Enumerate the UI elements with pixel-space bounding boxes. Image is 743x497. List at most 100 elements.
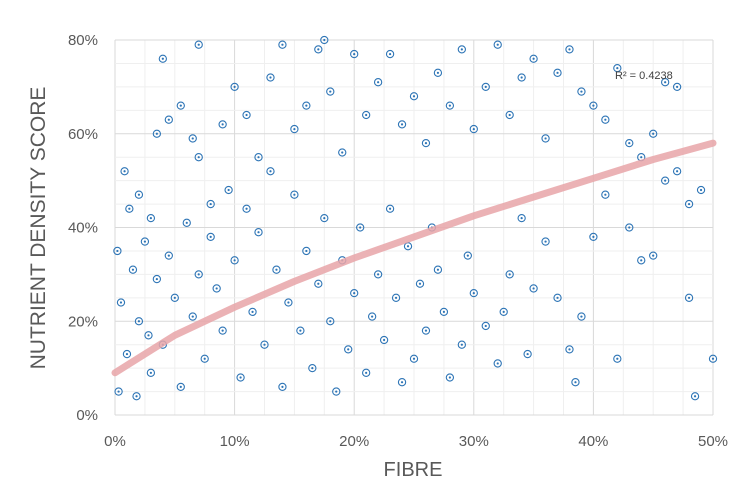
data-point bbox=[379, 335, 389, 345]
data-point bbox=[134, 190, 144, 199]
data-point bbox=[529, 284, 538, 293]
data-point bbox=[625, 138, 634, 148]
data-point bbox=[302, 246, 311, 256]
data-point bbox=[661, 176, 670, 185]
data-point bbox=[613, 354, 622, 363]
y-tick-label: 20% bbox=[68, 313, 98, 330]
data-point bbox=[565, 45, 574, 54]
data-point bbox=[140, 237, 150, 246]
data-point bbox=[565, 345, 574, 354]
data-point bbox=[188, 312, 197, 321]
x-tick-label: 20% bbox=[339, 433, 369, 450]
data-point bbox=[684, 199, 694, 209]
data-point bbox=[254, 153, 263, 162]
data-point bbox=[266, 167, 275, 176]
data-point bbox=[194, 153, 203, 162]
data-point bbox=[206, 199, 215, 209]
data-point bbox=[672, 167, 682, 176]
data-point bbox=[362, 368, 371, 377]
data-point bbox=[517, 73, 526, 82]
data-point bbox=[164, 251, 173, 260]
data-point bbox=[125, 204, 134, 213]
data-point bbox=[218, 326, 227, 335]
data-point bbox=[278, 40, 287, 49]
data-point bbox=[176, 101, 185, 110]
data-point bbox=[403, 242, 413, 251]
data-point bbox=[601, 190, 610, 199]
data-point bbox=[194, 270, 203, 279]
data-point bbox=[421, 326, 431, 335]
data-point bbox=[523, 349, 532, 359]
data-point bbox=[397, 378, 407, 387]
data-point bbox=[457, 45, 466, 54]
data-point bbox=[613, 63, 622, 73]
data-point bbox=[320, 213, 329, 223]
data-point bbox=[649, 129, 658, 138]
data-point bbox=[200, 354, 209, 363]
x-tick-label: 50% bbox=[698, 433, 728, 450]
data-point bbox=[170, 293, 179, 302]
data-point bbox=[188, 134, 197, 143]
data-point bbox=[272, 265, 281, 274]
data-point bbox=[529, 54, 538, 63]
data-point bbox=[445, 101, 455, 110]
data-point bbox=[248, 307, 257, 317]
data-point bbox=[144, 331, 153, 340]
data-point bbox=[230, 256, 239, 265]
data-point bbox=[708, 354, 718, 363]
data-point bbox=[308, 363, 317, 373]
data-point bbox=[469, 288, 478, 298]
trendline bbox=[111, 139, 717, 377]
data-point bbox=[132, 392, 141, 401]
data-point bbox=[481, 321, 490, 331]
data-point bbox=[113, 246, 122, 256]
data-point bbox=[661, 78, 670, 87]
data-point bbox=[373, 78, 383, 87]
data-point bbox=[164, 115, 173, 124]
data-point bbox=[314, 45, 323, 54]
data-point bbox=[218, 120, 227, 129]
data-point bbox=[499, 307, 508, 317]
data-point bbox=[230, 82, 239, 92]
data-point bbox=[120, 167, 129, 176]
data-point bbox=[320, 35, 329, 45]
data-point bbox=[493, 40, 502, 49]
data-point bbox=[672, 82, 682, 92]
data-point bbox=[541, 134, 550, 143]
data-point bbox=[206, 232, 215, 242]
y-axis-ticks: 0% 20% 40% 60% 80% bbox=[68, 32, 98, 424]
y-tick-label: 40% bbox=[68, 220, 98, 237]
data-point bbox=[326, 317, 335, 326]
data-point bbox=[350, 49, 359, 59]
data-point bbox=[385, 204, 395, 213]
data-point bbox=[146, 213, 156, 223]
data-point bbox=[182, 218, 191, 227]
data-point bbox=[553, 68, 562, 77]
data-point bbox=[625, 223, 634, 232]
data-point bbox=[158, 54, 167, 63]
data-point bbox=[409, 354, 419, 363]
data-point bbox=[116, 298, 126, 307]
data-point bbox=[577, 312, 586, 321]
data-point bbox=[385, 49, 395, 59]
data-point bbox=[236, 373, 245, 382]
x-tick-label: 40% bbox=[578, 433, 608, 450]
data-point bbox=[649, 251, 658, 260]
data-point bbox=[122, 349, 132, 359]
r-squared-label: R² = 0.4238 bbox=[615, 70, 673, 82]
data-point bbox=[391, 293, 401, 302]
data-point bbox=[224, 185, 233, 195]
data-point bbox=[332, 387, 341, 396]
data-point bbox=[373, 270, 383, 279]
data-point bbox=[517, 213, 526, 223]
data-points bbox=[113, 35, 718, 401]
data-point bbox=[114, 387, 123, 396]
data-point bbox=[266, 73, 275, 82]
data-point bbox=[176, 382, 185, 392]
x-tick-label: 30% bbox=[459, 433, 489, 450]
data-point bbox=[637, 256, 646, 265]
data-point bbox=[433, 265, 443, 274]
data-point bbox=[439, 307, 449, 317]
data-point bbox=[493, 359, 502, 368]
